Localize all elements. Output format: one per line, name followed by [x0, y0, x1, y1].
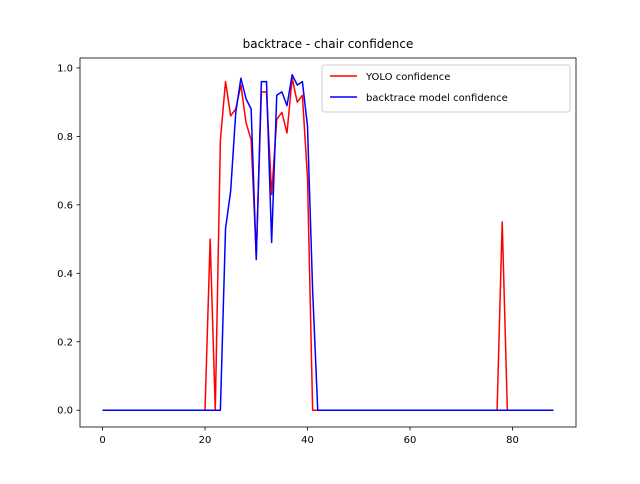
- legend-box: [321, 64, 571, 113]
- y-tick-label: 0.8: [57, 132, 73, 143]
- legend-label: YOLO confidence: [365, 72, 450, 83]
- x-tick-label: 40: [301, 435, 314, 446]
- x-tick-label: 0: [99, 435, 105, 446]
- chart-title: backtrace - chair confidence: [243, 37, 414, 51]
- x-tick-label: 20: [199, 435, 212, 446]
- plot-area: 0 20 40 60 80 0.0 0.2 0.4 0.6 0.8 1.0: [57, 57, 577, 446]
- y-tick-label: 0.6: [57, 200, 73, 211]
- y-tick-label: 0.2: [57, 337, 73, 348]
- axes-frame: [79, 57, 577, 428]
- y-tick-label: 0.4: [57, 269, 73, 280]
- x-tick-label: 80: [506, 435, 519, 446]
- series-line-1: [102, 74, 554, 411]
- y-tick-label: 0.0: [57, 406, 73, 417]
- legend-label: backtrace model confidence: [366, 93, 508, 104]
- legend: YOLO confidence backtrace model confidenc…: [321, 64, 571, 113]
- x-tick-label: 60: [404, 435, 417, 446]
- y-tick-label: 1.0: [57, 63, 73, 74]
